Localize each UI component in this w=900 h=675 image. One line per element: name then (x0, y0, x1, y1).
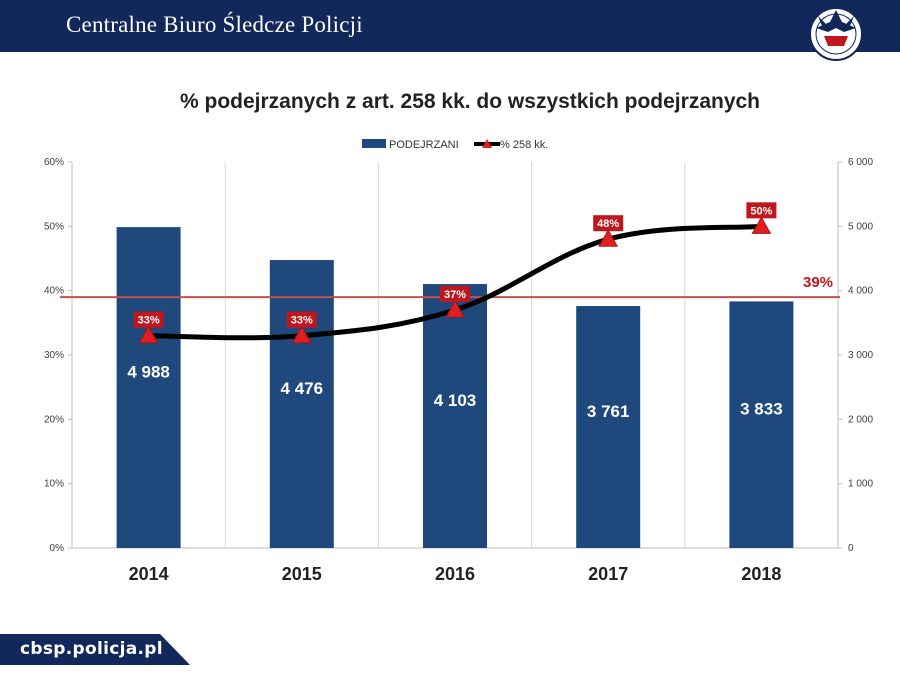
reference-label: 39% (803, 274, 833, 291)
bar-value-label: 4 988 (127, 363, 170, 382)
line-marker (138, 325, 159, 344)
legend-line-label: % 258 kk. (500, 139, 548, 151)
legend-marker-icon (482, 139, 492, 148)
header-bar: Centralne Biuro Śledcze Policji (0, 0, 900, 61)
line-value-box (440, 285, 470, 302)
y-left-tick-label: 30% (44, 350, 64, 361)
bar (576, 306, 641, 548)
y-left-tick-label: 20% (44, 414, 64, 425)
bar (729, 301, 794, 548)
combo-chart: % podejrzanych z art. 258 kk. do wszystk… (44, 90, 873, 584)
line-value-label: 50% (750, 205, 772, 217)
y-left-tick-label: 50% (44, 221, 64, 232)
x-tick-label: 2018 (741, 564, 781, 584)
y-left-tick-label: 10% (44, 479, 64, 490)
line-value-box (593, 215, 624, 232)
footer-url[interactable]: cbsp.policja.pl (20, 639, 163, 659)
footer-badge (0, 634, 190, 665)
y-right-tick-label: 5 000 (848, 221, 873, 232)
line-value-box (286, 311, 317, 328)
line-marker (445, 299, 465, 318)
bar (269, 260, 334, 548)
chart-title: % podejrzanych z art. 258 kk. do wszystk… (180, 90, 760, 113)
y-right-tick-label: 0 (848, 543, 854, 554)
line-value-label: 37% (444, 289, 466, 301)
line-value-box (746, 202, 777, 219)
y-right-tick-label: 4 000 (848, 286, 873, 297)
y-right-tick-label: 2 000 (848, 414, 873, 425)
bar-value-label: 3 761 (587, 402, 630, 421)
bar-value-label: 4 476 (281, 379, 324, 398)
y-right-tick-label: 1 000 (848, 479, 873, 490)
legend-bar-label: PODEJRZANI (389, 139, 459, 151)
line-marker (751, 216, 772, 234)
bar (423, 284, 487, 548)
x-tick-label: 2016 (435, 564, 475, 584)
y-right-tick-label: 3 000 (848, 350, 873, 361)
line-value-box (133, 311, 164, 328)
x-tick-label: 2014 (129, 564, 169, 584)
line-value-label: 33% (138, 315, 160, 327)
y-right-tick-label: 6 000 (848, 157, 873, 168)
y-left-tick-label: 60% (44, 157, 64, 168)
bar-value-label: 3 833 (740, 400, 783, 419)
y-left-tick-label: 40% (44, 286, 64, 297)
bar (116, 227, 181, 548)
police-emblem-icon (809, 7, 863, 61)
line-value-label: 48% (597, 218, 619, 230)
x-tick-label: 2017 (588, 564, 628, 584)
line-marker (598, 229, 619, 247)
line-value-label: 33% (291, 315, 313, 327)
x-tick-label: 2015 (282, 564, 322, 584)
line-marker (291, 325, 312, 344)
legend-bar-swatch (362, 139, 386, 148)
header-title: Centralne Biuro Śledcze Policji (66, 12, 363, 37)
y-left-tick-label: 0% (50, 543, 65, 554)
bar-value-label: 4 103 (434, 391, 477, 410)
